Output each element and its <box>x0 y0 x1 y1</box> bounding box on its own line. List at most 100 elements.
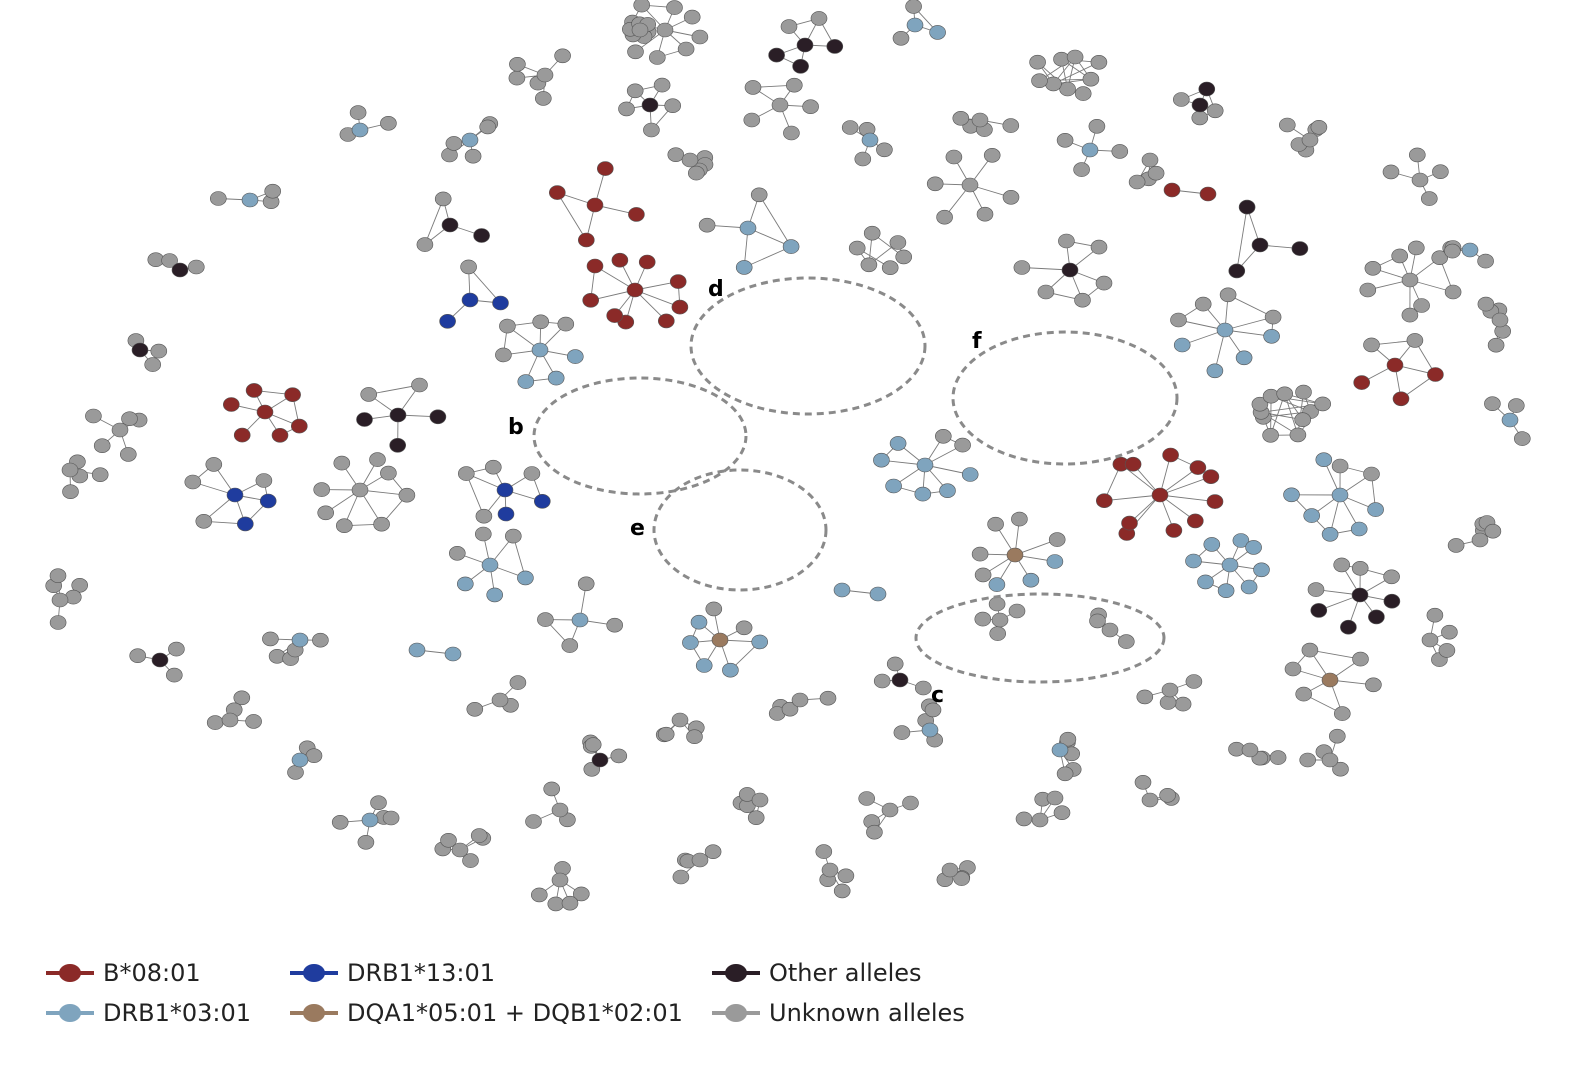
network-node-unknown <box>873 673 891 689</box>
network-node-unknown <box>495 347 512 363</box>
network-node-unknown <box>1185 674 1203 689</box>
network-node-unknown <box>557 316 575 332</box>
network-node-unknown <box>466 701 484 717</box>
network-node-unknown <box>821 862 839 878</box>
network-node-unknown <box>905 0 922 14</box>
network-node-unknown <box>735 620 753 636</box>
network-node-b0801 <box>1189 460 1207 475</box>
network-node-b0801 <box>271 427 289 443</box>
network-edge <box>1104 494 1161 502</box>
network-node-unknown <box>484 459 502 475</box>
network-node-other <box>792 59 809 74</box>
network-node-b0801 <box>586 258 604 274</box>
network-node-unknown <box>1314 396 1331 412</box>
network-node-unknown <box>1408 240 1425 256</box>
network-node-b0801 <box>586 197 604 213</box>
network-node-unknown <box>971 546 989 562</box>
network-node-drb10301 <box>531 342 549 358</box>
network-node-other <box>389 407 407 423</box>
network-node-drb10301 <box>861 132 879 148</box>
network-node-unknown <box>1059 731 1077 747</box>
network-node-b0801 <box>1187 513 1204 529</box>
network-node-other <box>1238 199 1256 215</box>
network-node-unknown <box>206 715 224 730</box>
network-node-drb10301 <box>1283 487 1300 503</box>
network-node-unknown <box>1173 92 1190 107</box>
network-node-unknown <box>49 568 67 584</box>
network-node-other <box>1368 609 1385 625</box>
network-node-unknown <box>255 473 273 488</box>
network-node-drb10301 <box>547 370 565 386</box>
network-node-unknown <box>195 513 213 529</box>
network-node-unknown <box>881 802 899 818</box>
network-node-unknown <box>626 83 644 99</box>
network-node-drb10301 <box>1240 579 1258 595</box>
network-node-unknown <box>954 437 971 453</box>
network-node-unknown <box>1413 298 1430 313</box>
network-node-unknown <box>287 765 304 780</box>
network-node-b0801 <box>1162 447 1179 463</box>
network-node-other <box>356 412 373 427</box>
network-node-drb11301 <box>496 482 514 498</box>
highlight-regions: b c d e f <box>508 276 1179 708</box>
network-node-unknown <box>961 177 979 193</box>
network-edge <box>1053 61 1100 85</box>
network-node-unknown <box>536 67 554 83</box>
network-node-unknown <box>1073 162 1090 177</box>
network-node-unknown <box>1002 190 1020 205</box>
network-node-unknown <box>1307 582 1325 597</box>
network-node-unknown <box>989 626 1007 641</box>
network-node-unknown <box>886 656 904 672</box>
network-node-unknown <box>791 692 809 708</box>
network-node-other <box>131 342 149 358</box>
network-node-unknown <box>49 615 67 630</box>
network-node-unknown <box>1037 284 1055 300</box>
network-node-unknown <box>1365 677 1382 693</box>
network-node-unknown <box>952 111 970 126</box>
network-node-drb10301 <box>444 646 462 662</box>
network-node-unknown <box>233 690 251 706</box>
network-node-unknown <box>1147 165 1165 181</box>
network-node-unknown <box>648 50 666 65</box>
network-node-other <box>441 217 459 233</box>
network-node-unknown <box>360 387 378 402</box>
network-node-unknown <box>1295 384 1312 400</box>
network-node-unknown <box>51 592 69 608</box>
network-node-unknown <box>530 887 548 903</box>
network-node-unknown <box>1279 117 1296 133</box>
network-node-unknown <box>983 148 1001 163</box>
network-node-unknown <box>704 844 722 860</box>
network-node-drb10301 <box>566 349 584 364</box>
network-node-unknown <box>333 455 351 471</box>
network-node-drb10301 <box>735 260 753 275</box>
network-node-b0801 <box>1427 367 1444 382</box>
network-node-drb10301 <box>1245 540 1262 555</box>
network-node-unknown <box>584 737 602 752</box>
network-node-drb10301 <box>1197 574 1214 590</box>
region-label-f: f <box>972 329 982 354</box>
network-node-unknown <box>479 119 497 135</box>
network-node-unknown <box>1111 144 1129 159</box>
network-node-unknown <box>210 191 227 206</box>
network-node-unknown <box>166 667 183 683</box>
network-node-unknown <box>551 872 569 888</box>
network-node-unknown <box>474 526 492 542</box>
network-node-unknown <box>1441 624 1458 640</box>
network-node-unknown <box>810 11 828 26</box>
network-node-drb10301 <box>1221 557 1239 573</box>
network-node-unknown <box>508 70 526 86</box>
network-node-unknown <box>150 343 168 359</box>
network-node-dqa-dqb <box>711 632 729 648</box>
network-node-unknown <box>398 487 416 503</box>
network-node-unknown <box>1284 661 1302 677</box>
network-node-unknown <box>543 781 561 797</box>
network-node-unknown <box>380 465 397 481</box>
network-node-unknown <box>783 125 800 141</box>
network-node-unknown <box>1053 51 1070 67</box>
network-node-unknown <box>976 206 994 222</box>
network-node-unknown <box>532 314 550 330</box>
region-c-outline <box>914 592 1166 684</box>
network-node-unknown <box>631 22 649 38</box>
network-node-drb10301 <box>1367 502 1384 517</box>
network-node-drb10301 <box>241 192 259 208</box>
